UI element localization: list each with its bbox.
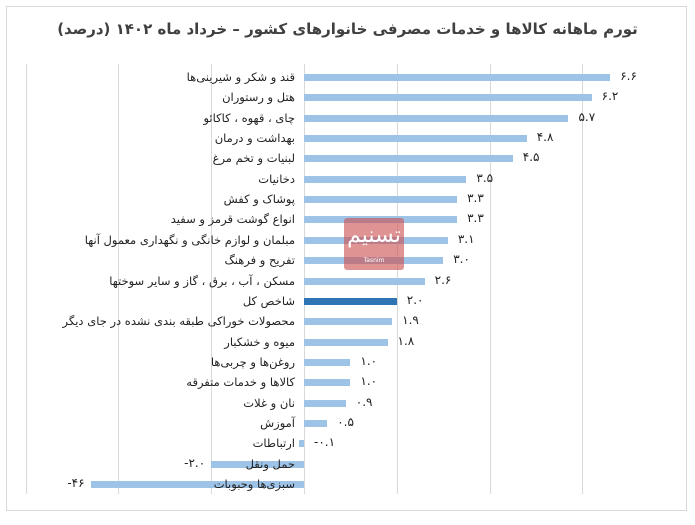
category-label: هتل و رستوران [222, 90, 295, 105]
bar [304, 379, 351, 387]
bar [304, 338, 388, 346]
category-label: تفریح و فرهنگ [224, 253, 295, 268]
bar [304, 74, 611, 81]
category-label: مبلمان و لوازم خانگی و نگهداری معمول آنه… [84, 232, 295, 247]
value-label: ۳.۱ [457, 231, 475, 246]
value-label: ۱.۰ [360, 374, 378, 389]
bar [304, 135, 527, 143]
category-label: انواع گوشت قرمز و سفید [170, 212, 295, 227]
bar [304, 318, 393, 326]
category-label: سبزی‌ها وحبوبات [213, 477, 295, 491]
category-label: بهداشت و درمان [214, 131, 295, 146]
bar [304, 196, 458, 204]
value-label: ۱.۸ [397, 333, 415, 348]
value-label: ۰.۵ [337, 414, 354, 429]
category-label: پوشاک و کفش [223, 192, 295, 207]
value-label: ۶.۶ [620, 69, 637, 83]
category-label: نان و غلات [243, 395, 295, 410]
category-label: ارتباطات [252, 436, 295, 451]
bar [299, 440, 304, 448]
category-label: مسکن ، آب ، برق ، گاز و سایر سوختها [109, 273, 295, 288]
bar [304, 114, 569, 122]
value-label: -۰.۱ [314, 435, 336, 450]
category-label: دخانیات [258, 171, 295, 186]
category-label: لبنیات و تخم مرغ [212, 151, 295, 166]
bar [304, 419, 328, 427]
category-label: قند و شکر و شیرینی‌ها [186, 70, 295, 84]
gridline [118, 64, 119, 494]
bar [304, 399, 346, 407]
bar [90, 481, 304, 488]
value-label: -۴۶ [67, 476, 85, 490]
bar [211, 460, 304, 468]
category-label: چای ، قهوه ، کاکائو [203, 110, 295, 125]
gridline [490, 64, 491, 494]
value-label: ۳.۵ [476, 170, 494, 185]
category-label: روغن‌ها و چربی‌ها [210, 354, 295, 369]
value-label: ۳.۳ [467, 211, 484, 226]
category-label: آموزش [260, 415, 295, 430]
value-label: ۲.۶ [434, 272, 452, 287]
value-label: ۳.۳ [467, 191, 484, 206]
watermark-glyph-icon: تسنیم [347, 223, 401, 248]
bar [304, 277, 425, 285]
value-label: ۴.۸ [536, 130, 554, 145]
chart-title: تورم ماهانه کالاها و خدمات مصرفی خانواره… [57, 20, 638, 38]
value-label: ۴.۵ [522, 150, 540, 165]
value-label: ۰.۹ [355, 394, 373, 409]
watermark-logo: تسنیم Tasnim [344, 218, 404, 270]
bar [304, 297, 397, 305]
gridline [211, 64, 212, 494]
bar [304, 155, 513, 163]
category-label: میوه و خشکبار [224, 334, 295, 349]
value-label: ۳.۰ [453, 252, 470, 267]
bar [304, 175, 467, 183]
gridline [26, 64, 27, 494]
value-label: ۱.۹ [402, 313, 419, 328]
watermark-label: Tasnim [363, 257, 385, 264]
value-label: ۲.۰ [406, 292, 424, 307]
value-label: ۱.۰ [360, 353, 378, 368]
category-label: حمل ونقل [245, 456, 295, 471]
value-label: -۲.۰ [184, 455, 206, 470]
value-label: ۵.۷ [578, 109, 596, 124]
category-label: محصولات خوراکی طبقه بندی نشده در جای دیگ… [62, 314, 295, 329]
bar [304, 358, 351, 366]
bar [304, 94, 592, 102]
category-label: شاخص کل [242, 293, 295, 308]
category-label: کالاها و خدمات متفرقه [186, 375, 295, 390]
value-label: ۶.۲ [601, 89, 619, 104]
gridline [582, 64, 583, 494]
